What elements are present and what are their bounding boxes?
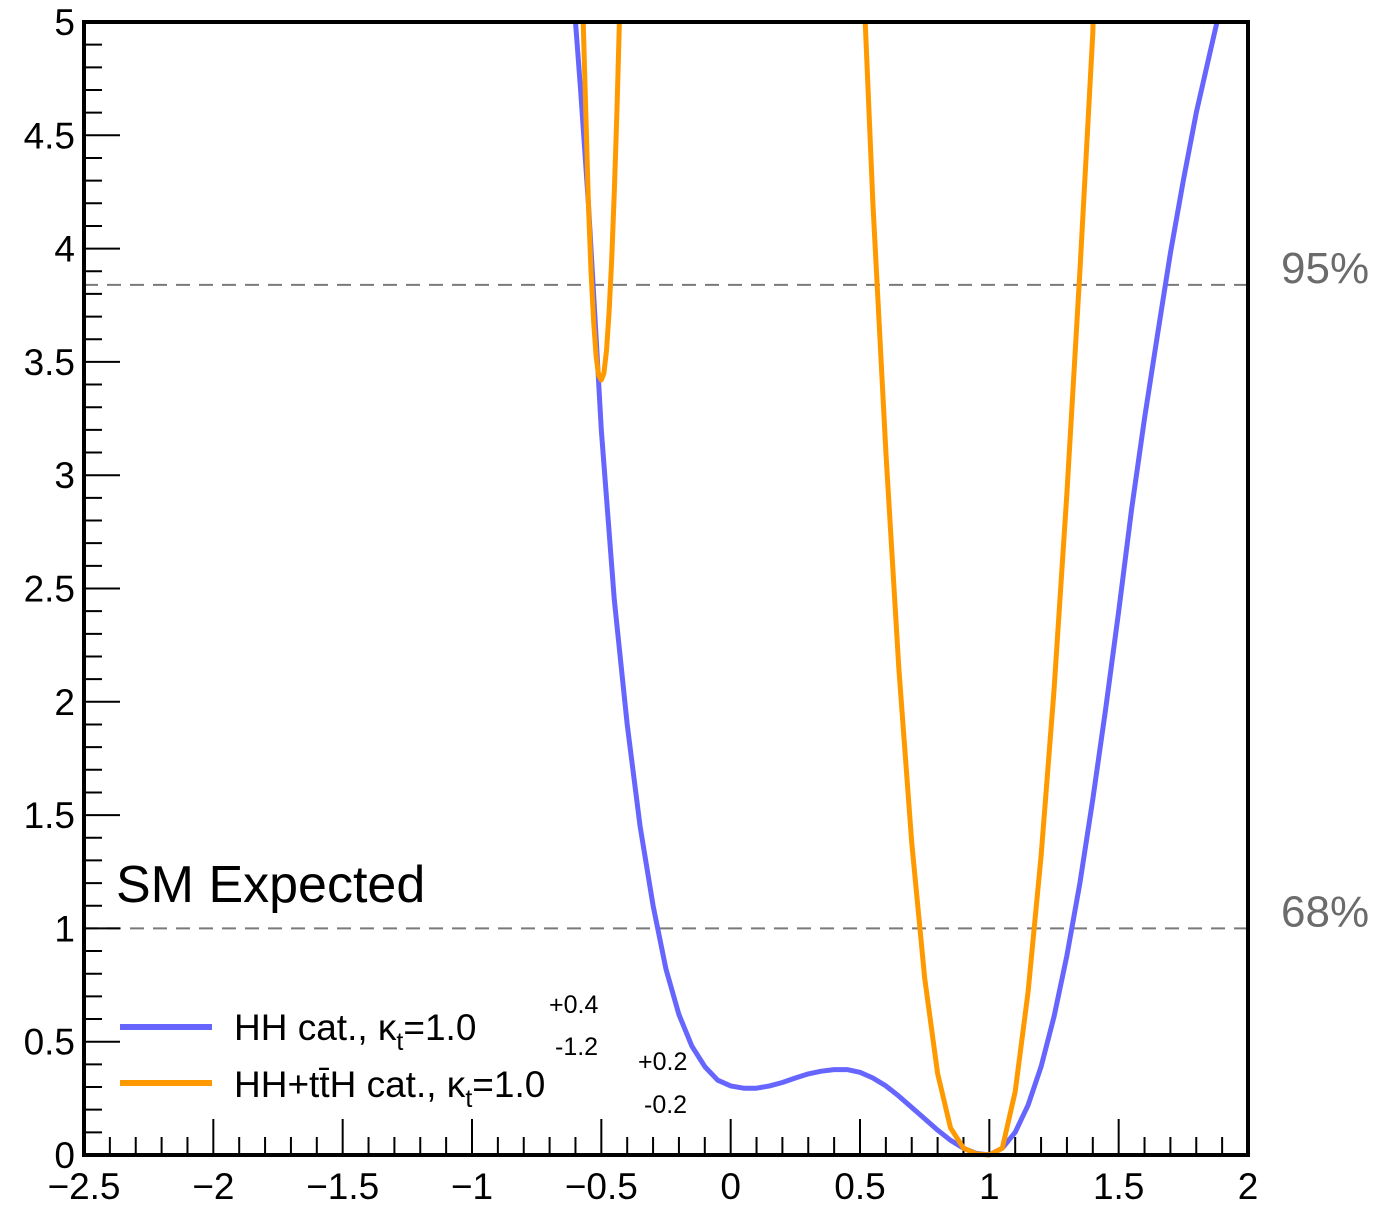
series-line-hh-tth-left (580, 21, 622, 383)
x-tick-label: −1 (451, 1166, 493, 1206)
x-tick-label: 0.5 (834, 1166, 885, 1206)
y-tick-label: 3.5 (24, 342, 75, 383)
cl-label-95: 95% (1281, 244, 1369, 293)
x-tick-label: 0 (720, 1166, 741, 1206)
x-tick-label: 1.5 (1093, 1166, 1144, 1206)
y-tick-label: 0 (54, 1135, 75, 1176)
y-tick-label: 4.5 (24, 115, 75, 156)
y-tick-label: 1.5 (24, 795, 75, 836)
reference-lines (84, 283, 1248, 930)
legend-entry-hh-tth: HH+tt̄H cat., κt=1.0 +0.2 -0.2 (120, 1048, 687, 1119)
sm-expected-annotation: SM Expected (116, 856, 425, 914)
legend-prefix-hh: HH cat., κ (234, 1007, 397, 1048)
y-tick-label: 3 (54, 455, 75, 496)
tick-labels: −2.5 −2 −1.5 −1 −0.5 0 0.5 1 1.5 2 0 0.5 1 1.5 2 2.5 3 3.… (24, 2, 1259, 1206)
x-tick-label: −2 (192, 1166, 234, 1206)
legend-entry-hh: HH cat., κt=1.0 +0.4 -1.2 (120, 991, 598, 1061)
confidence-level-labels: 68% 95% (1281, 244, 1369, 937)
x-tick-label: −1.5 (306, 1166, 379, 1206)
y-tick-label: 5 (54, 2, 75, 43)
x-tick-label: −0.5 (565, 1166, 638, 1206)
legend-value-hh-tth: =1.0 (472, 1064, 545, 1105)
x-tick-label: −2.5 (47, 1166, 120, 1206)
legend-label-hh-tth: HH+tt̄H cat., κt=1.0 (234, 1064, 545, 1113)
y-tick-label: 0.5 (24, 1022, 75, 1063)
legend-sub-hh: t (396, 1028, 403, 1056)
y-tick-label: 1 (54, 908, 75, 949)
legend-sup-hh-tth: +0.2 (638, 1048, 687, 1076)
legend: HH cat., κt=1.0 +0.4 -1.2 HH+tt̄H cat., … (120, 991, 687, 1119)
legend-value-hh: =1.0 (403, 1007, 476, 1048)
y-tick-label: 2.5 (24, 569, 75, 610)
x-tick-label: 1 (979, 1166, 1000, 1206)
legend-sub-hh-tth: t (465, 1085, 472, 1113)
y-tick-label: 2 (54, 682, 75, 723)
legend-label-hh: HH cat., κt=1.0 (234, 1007, 476, 1056)
legend-sup-hh: +0.4 (549, 991, 598, 1019)
y-tick-label: 4 (54, 229, 75, 270)
plot-frame (82, 20, 1250, 1157)
series-line-hh (573, 21, 1220, 1158)
cl-label-68: 68% (1281, 887, 1369, 936)
axis-ticks (83, 21, 1249, 1156)
x-tick-label: 2 (1238, 1166, 1259, 1206)
legend-low-hh-tth: -0.2 (644, 1091, 687, 1119)
legend-low-hh: -1.2 (555, 1033, 598, 1061)
series-layer (573, 21, 1220, 1158)
legend-prefix-hh-tth: HH+tt̄H cat., κ (234, 1064, 466, 1105)
